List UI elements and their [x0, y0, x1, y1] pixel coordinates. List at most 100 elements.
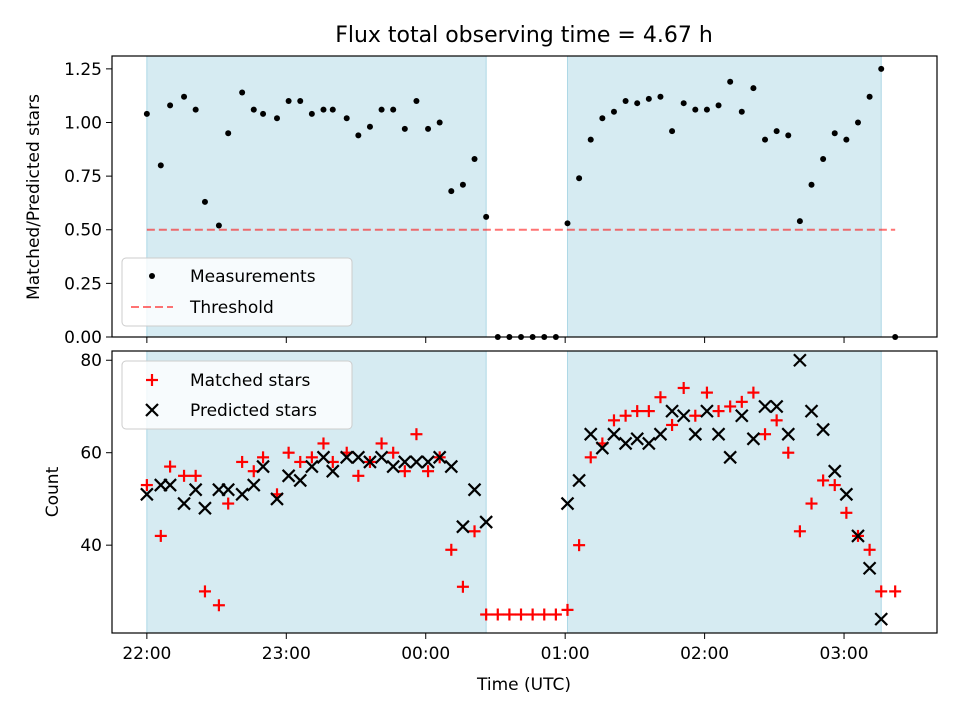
predicted-point — [711, 427, 726, 441]
top-legend: Measurements Threshold — [121, 257, 353, 327]
predicted-point-stroke — [874, 612, 889, 626]
measurement-point — [587, 136, 594, 143]
predicted-point-stroke — [432, 450, 447, 465]
measurement-point — [274, 115, 280, 122]
measurement-point — [808, 181, 815, 188]
predicted-point — [769, 399, 784, 414]
predicted-point-stroke — [246, 478, 261, 492]
predicted-point-stroke — [676, 408, 691, 423]
measurement-point — [448, 188, 455, 195]
predicted-point-stroke — [456, 519, 470, 534]
measurement-point — [192, 106, 199, 113]
predicted-point — [339, 450, 354, 465]
predicted-point-stroke — [281, 469, 296, 483]
matched-point — [712, 405, 725, 418]
predicted-point-stroke — [630, 432, 644, 446]
predicted-point — [325, 464, 340, 478]
predicted-point-stroke — [270, 492, 284, 506]
measurement-point — [285, 98, 292, 105]
bottom-legend-box — [121, 360, 353, 430]
predicted-point-stroke — [188, 482, 203, 497]
top-plot-frame — [111, 55, 938, 338]
matched-point — [422, 465, 435, 478]
matched-point — [828, 479, 841, 492]
predicted-point-stroke — [700, 404, 714, 418]
measurement-point — [390, 106, 397, 113]
measurement-point — [576, 175, 583, 182]
matched-point — [375, 437, 388, 450]
measurement-point — [645, 95, 652, 102]
shaded-interval — [567, 56, 882, 337]
predicted-point — [572, 473, 586, 488]
legend-matched-label: Matched stars — [190, 371, 310, 391]
predicted-point-stroke — [293, 473, 308, 488]
predicted-point-stroke — [221, 482, 235, 497]
predicted-point — [723, 450, 737, 465]
predicted-point-stroke — [305, 459, 319, 474]
predicted-point — [618, 436, 633, 451]
predicted-point — [421, 455, 435, 469]
measurement-point — [201, 198, 208, 205]
matched-point — [584, 451, 597, 464]
bottom-panel: 40 60 80 22:00 23:00 00:00 01:00 02:00 03:00 Co… — [43, 350, 938, 695]
matched-point — [689, 409, 702, 422]
y-tick-label: 40 — [80, 536, 102, 556]
measurement-point — [622, 98, 629, 105]
matched-point — [236, 455, 249, 468]
measurement-point — [167, 102, 174, 109]
measurement-point — [143, 110, 150, 117]
matched-point — [817, 474, 830, 487]
matched-point — [889, 585, 902, 598]
predicted-point — [642, 436, 656, 451]
matched-point — [759, 428, 772, 441]
top-panel: 0.00 0.25 0.50 0.75 1.00 1.25 Matched/Predict… — [24, 55, 938, 348]
top-legend-box — [121, 257, 353, 327]
measurement-point — [680, 100, 687, 107]
matched-point — [607, 414, 620, 427]
predicted-point-stroke — [316, 450, 331, 465]
matched-point — [445, 543, 458, 556]
matched-point — [282, 446, 295, 459]
matched-point — [782, 446, 795, 459]
predicted-point-stroke — [618, 436, 633, 451]
matched-point — [212, 599, 225, 612]
predicted-point — [256, 459, 270, 474]
measurement-point — [260, 110, 267, 117]
bottom-xticks: 22:00 23:00 00:00 01:00 02:00 03:00 — [122, 633, 869, 664]
matched-point — [538, 608, 551, 621]
measurement-point — [181, 93, 188, 100]
bottom-yticks: 40 60 80 — [80, 351, 112, 556]
predicted-point-stroke — [351, 450, 366, 465]
matched-point — [549, 608, 562, 621]
predicted-point-stroke — [374, 450, 389, 465]
y-tick-label: 0.00 — [64, 328, 102, 348]
predicted-point — [374, 450, 389, 465]
measurement-point — [727, 78, 734, 85]
measurement-point — [634, 100, 641, 107]
bottom-ylabel: Count — [43, 466, 63, 517]
matched-point — [747, 386, 760, 399]
top-points — [143, 65, 899, 340]
predicted-point-stroke — [735, 408, 749, 423]
matched-point — [222, 497, 235, 510]
predicted-point — [221, 482, 235, 497]
predicted-point-stroke — [793, 353, 807, 368]
matched-point — [526, 608, 539, 621]
matched-point — [666, 418, 679, 431]
matched-point — [480, 608, 493, 621]
x-tick-label: 22:00 — [122, 644, 171, 664]
figure-title: Flux total observing time = 4.67 h — [335, 23, 713, 48]
predicted-point-stroke — [363, 455, 377, 469]
measurement-point — [669, 128, 676, 135]
predicted-point-stroke — [560, 496, 575, 511]
measurement-point — [657, 93, 664, 100]
matched-point — [398, 465, 411, 478]
predicted-point — [758, 399, 772, 414]
measurement-point — [738, 108, 745, 115]
matched-point — [805, 497, 818, 510]
measurement-point — [599, 115, 606, 122]
predicted-point — [827, 464, 842, 478]
y-tick-label: 0.50 — [64, 221, 102, 241]
measurement-point — [796, 218, 803, 225]
predicted-point — [479, 515, 493, 529]
